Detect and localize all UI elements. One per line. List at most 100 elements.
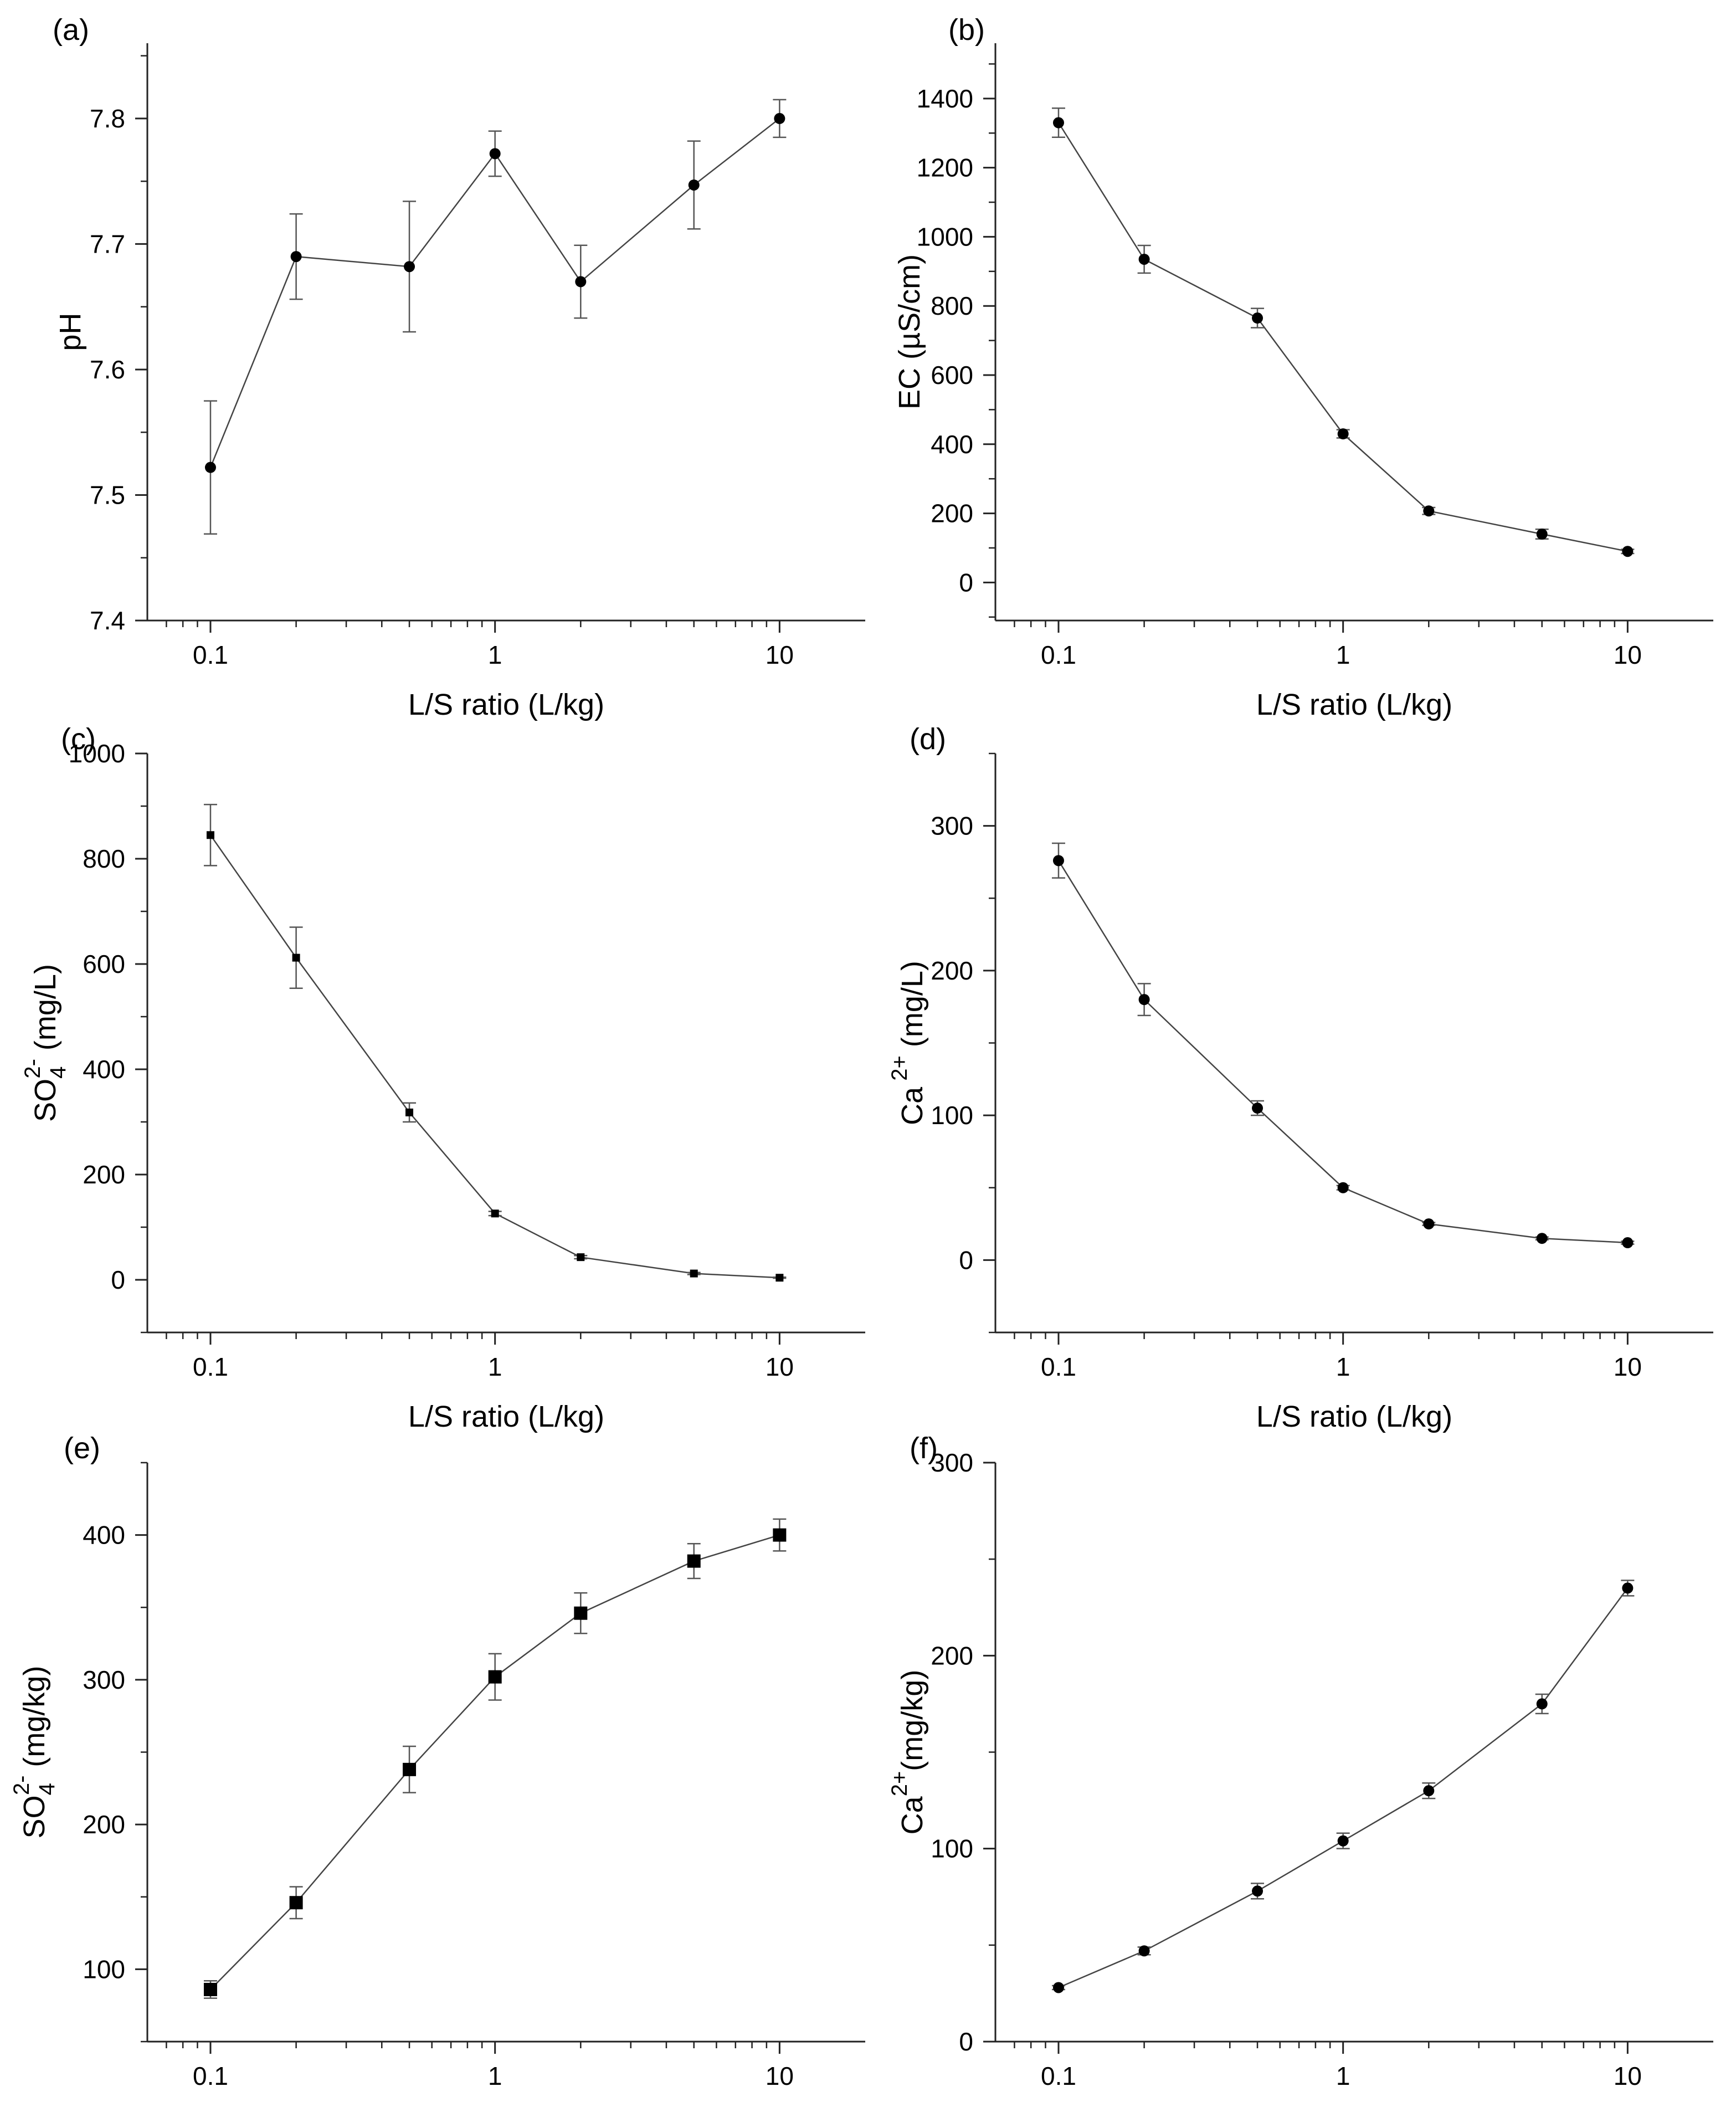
data-point [1138,994,1150,1006]
data-point [488,1670,502,1684]
data-point [1622,546,1634,557]
y-axis-label-unit: (mg/kg) [18,1666,51,1776]
data-point [203,1982,217,1996]
data-point [292,953,300,962]
x-tick-label: 1 [1336,1352,1350,1381]
y-tick-label: 400 [83,1521,125,1550]
y-tick-label: 1200 [917,153,973,182]
x-axis-label: L/S ratio (L/kg) [408,688,604,721]
data-point [1252,1885,1264,1897]
data-point [1423,505,1435,517]
y-tick-label: 0 [959,2027,973,2056]
panel-b: (b) 0.1 1 10 0 200 400 600 800 1000 1200 1400 L/S ra… [893,13,1713,721]
data-point [1622,1237,1634,1249]
y-tick-label: 600 [83,950,125,978]
data-point [773,1528,787,1542]
y-axis-label: SO42- (mg/L) [20,964,70,1122]
data-point [1337,428,1349,440]
y-tick-label: 1400 [917,84,973,113]
x-axis-label: L/S ratio (L/kg) [408,1400,604,1433]
data-point [775,1274,784,1282]
y-axis-label: SO42- (mg/kg) [9,1666,59,1839]
y-tick-label: 100 [931,1101,973,1130]
data-point [404,261,415,273]
x-tick-label: 10 [766,1352,794,1381]
y-axis-label-main: Ca [896,1796,929,1834]
x-tick-label: 0.1 [1041,2062,1076,2090]
y-axis-label-unit: (mg/L) [29,964,62,1059]
y-tick-label: 0 [111,1265,125,1294]
x-axis-label: L/S ratio (L/kg) [1256,688,1452,721]
y-axis-label-subscript: 4 [35,1783,59,1795]
y-tick-label: 7.7 [90,229,125,258]
x-tick-label: 1 [1336,2062,1350,2090]
x-tick-label: 10 [1614,2062,1642,2090]
x-tick-label: 1 [488,1352,502,1381]
data-point [1052,1982,1064,1993]
series-line [1058,1587,1629,1988]
y-axis-label: EC (µS/cm) [893,254,926,409]
x-tick-label: 10 [766,2062,794,2090]
data-point [690,1269,698,1278]
data-point [1138,253,1150,265]
x-tick-label: 10 [766,640,794,669]
x-tick-label: 10 [1614,640,1642,669]
y-axis-label-main: SO [18,1795,51,1838]
x-tick-label: 0.1 [193,1352,228,1381]
y-tick-label: 100 [83,1955,125,1983]
data-point [1536,529,1548,540]
y-tick-label: 400 [931,430,973,459]
data-point [575,276,587,288]
y-axis-label-superscript: 2+ [887,1771,912,1797]
y-axis-label: Ca2+(mg/kg) [887,1670,929,1835]
data-point [403,1762,417,1776]
y-axis-label-main: EC (µS/cm) [893,254,926,409]
panel-label: (b) [948,13,985,47]
data-point [1622,1582,1634,1594]
panel-e: (e)0.1110100200300400L/S ratio (L/kg)SO4… [9,1432,865,2090]
panel-label: (a) [53,13,89,47]
data-point [1138,1945,1150,1957]
y-tick-label: 7.8 [90,104,125,133]
x-tick-label: 1 [488,640,502,669]
x-axis-label: L/S ratio (L/kg) [1256,1400,1452,1433]
x-tick-label: 0.1 [1041,1352,1076,1381]
panel-label: (c) [61,722,96,756]
data-point [1052,117,1064,129]
y-tick-label: 200 [931,956,973,985]
panel-a: (a) 0.1 1 10 7.4 7.5 7.6 7.7 7.8 L/S ratio (L/kg)… [53,13,865,721]
y-tick-label: 800 [931,291,973,320]
data-point [1536,1233,1548,1244]
y-tick-label: 0 [959,1245,973,1274]
x-tick-label: 0.1 [193,2062,228,2090]
data-point [204,462,216,473]
y-tick-label: 7.5 [90,480,125,509]
y-axis-label-main: Ca [896,1086,929,1125]
data-point [489,148,501,160]
data-point [290,251,302,263]
y-tick-label: 1000 [69,739,125,768]
x-tick-label: 0.1 [1041,640,1076,669]
y-tick-label: 400 [83,1055,125,1084]
y-axis-label-superscript: 2- [20,1059,45,1079]
y-axis-label-superscript: 2+ [887,1055,912,1087]
data-point [1337,1835,1349,1847]
y-axis-label-superscript: 2- [9,1776,34,1796]
y-axis-label-main: pH [54,312,87,351]
series-line [210,1534,780,1990]
y-axis-label-unit: (mg/kg) [896,1670,929,1771]
y-axis-label: Ca 2+ (mg/L) [887,961,929,1125]
y-tick-label: 300 [83,1665,125,1694]
y-tick-label: 300 [931,812,973,840]
data-point [206,831,214,839]
data-point [1252,312,1264,324]
panel-label: (d) [910,722,946,756]
y-tick-label: 100 [931,1834,973,1863]
data-point [774,112,785,124]
y-tick-label: 7.6 [90,355,125,384]
data-point [1052,855,1064,867]
x-tick-label: 1 [488,2062,502,2090]
